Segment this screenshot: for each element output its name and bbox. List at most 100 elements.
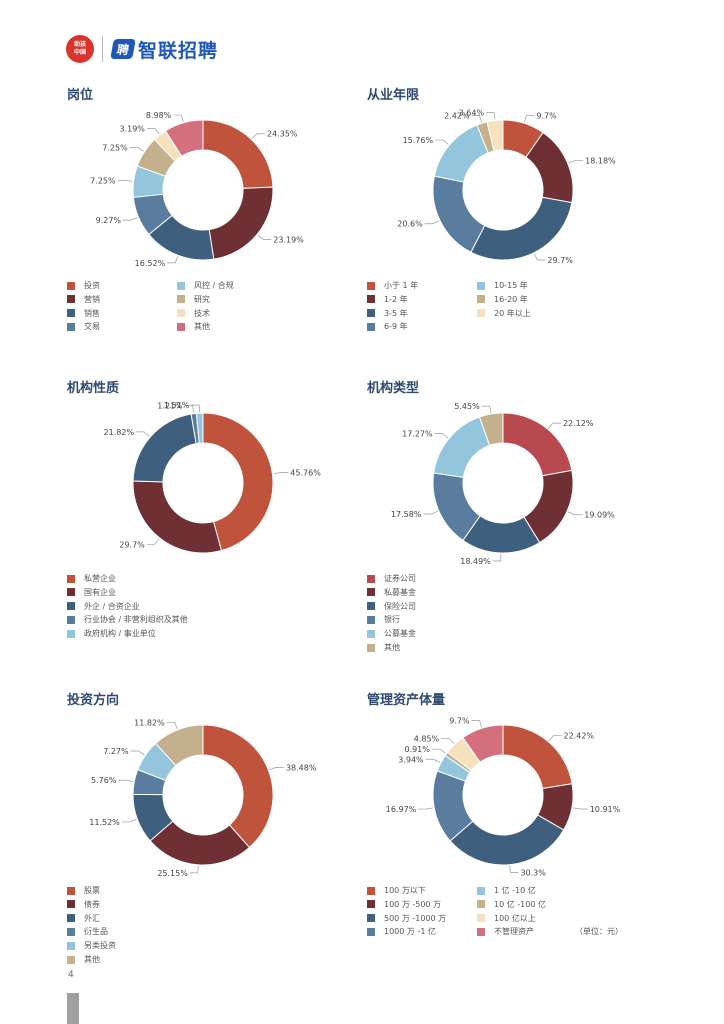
chart-title: 投资方向 bbox=[67, 693, 120, 708]
legend-label: 行业协会 / 非营利组织及其他 bbox=[84, 615, 188, 625]
brand-mark-icon: 聘 bbox=[110, 39, 136, 59]
legend-swatch bbox=[67, 629, 75, 638]
leader-line bbox=[418, 807, 434, 810]
data-label: 17.27% bbox=[402, 430, 433, 439]
donut-slice bbox=[164, 119, 204, 157]
legend-item: 技术 bbox=[177, 308, 210, 319]
legend-swatch bbox=[67, 281, 75, 290]
legend-swatch bbox=[177, 322, 185, 331]
donut-chart: 22.12% 19.09% 18.49% 17.58% 17.27% 5.45% bbox=[391, 402, 615, 566]
legend-label: 不管理资产 bbox=[494, 927, 534, 937]
leader-line bbox=[130, 750, 145, 756]
legend-item: 行业协会 / 非营利组织及其他 bbox=[67, 614, 188, 625]
leader-line bbox=[435, 139, 449, 145]
legend-item: 10-15 年 bbox=[477, 280, 528, 291]
legend-swatch bbox=[177, 295, 185, 304]
leader-line bbox=[118, 779, 134, 782]
legend-label: 其他 bbox=[84, 955, 100, 964]
legend-swatch bbox=[367, 281, 375, 290]
data-label: 0.91% bbox=[404, 745, 430, 754]
leader-line bbox=[269, 767, 284, 771]
legend-item: 银行 bbox=[367, 614, 400, 625]
leader-line bbox=[568, 159, 584, 164]
legend-item: 债券 bbox=[67, 899, 100, 910]
data-label: 7.25% bbox=[102, 143, 128, 152]
leader-line bbox=[441, 738, 455, 744]
legend-label: 10 亿 -100 亿 bbox=[494, 899, 546, 909]
leader-line bbox=[136, 431, 150, 437]
legend-swatch bbox=[367, 309, 375, 318]
data-label: 3.64% bbox=[459, 109, 485, 118]
chart-panel-aum-size: 管理资产体量 22.42% 10.91% 30.3% 16.97% 3.94% 0.91%… bbox=[367, 689, 657, 979]
legend-item: 政府机构 / 事业单位 bbox=[67, 628, 156, 639]
chart-title: 机构类型 bbox=[367, 381, 420, 396]
legend-item: 1 亿 -10 亿 bbox=[477, 885, 536, 896]
legend-swatch bbox=[67, 322, 75, 331]
legend-label: 100 万以下 bbox=[384, 886, 426, 895]
legend-swatch bbox=[67, 295, 75, 304]
legend-swatch bbox=[367, 927, 375, 936]
donut-chart: 45.76% 29.7% 21.82% 1.21%1.51% bbox=[104, 401, 321, 554]
donut-chart: 9.7% 18.18% 29.7% 20.6% 15.76% 2.42%3.64% bbox=[397, 109, 616, 265]
chart-panel-investment-direction: 投资方向 38.48% 25.15% 11.52% 5.76% 7.27% 11.82% 股… bbox=[67, 689, 357, 979]
legend-label: 研究 bbox=[194, 294, 210, 304]
leader-line bbox=[486, 112, 496, 120]
legend-swatch bbox=[367, 615, 375, 624]
leader-line bbox=[509, 865, 519, 873]
leader-line bbox=[117, 180, 133, 182]
legend-label: 10-15 年 bbox=[494, 281, 528, 290]
legend-item: 不管理资产 bbox=[477, 926, 534, 937]
leader-line bbox=[471, 115, 483, 123]
legend-swatch bbox=[67, 615, 75, 624]
data-label: 17.58% bbox=[391, 510, 422, 519]
legend-item: 小于 1 年 bbox=[367, 280, 418, 291]
leader-line bbox=[548, 422, 561, 429]
legend-item: 销售 bbox=[67, 308, 100, 319]
data-label: 15.76% bbox=[403, 136, 434, 145]
donut-slice bbox=[502, 412, 573, 477]
legend-swatch bbox=[477, 886, 485, 895]
donut-slice bbox=[478, 412, 504, 446]
data-label: 4.85% bbox=[414, 735, 440, 744]
data-label: 3.19% bbox=[119, 125, 145, 134]
data-label: 23.19% bbox=[273, 236, 304, 245]
data-label: 45.76% bbox=[290, 469, 321, 478]
legend-item: 6-9 年 bbox=[367, 321, 408, 332]
leader-line bbox=[251, 133, 266, 140]
data-label: 20.6% bbox=[397, 220, 423, 229]
legend-label: 国有企业 bbox=[84, 587, 116, 597]
brand-logo: 聘 智联招聘 bbox=[110, 36, 218, 63]
legend-swatch bbox=[477, 281, 485, 290]
donut-slice bbox=[208, 186, 274, 260]
legend-label: 6-9 年 bbox=[384, 322, 408, 332]
legend-label: 小于 1 年 bbox=[384, 281, 419, 290]
data-label: 25.15% bbox=[157, 869, 188, 878]
legend-item: 100 万 -500 万 bbox=[367, 899, 441, 910]
legend-item: 外企 / 合资企业 bbox=[67, 601, 140, 612]
leader-line bbox=[481, 405, 492, 414]
legend-label: 1000 万 -1 亿 bbox=[384, 927, 436, 937]
legend-swatch bbox=[67, 574, 75, 583]
legend-label: 3-5 年 bbox=[384, 308, 408, 318]
leader-line bbox=[423, 510, 438, 515]
unit-note: （单位：元） bbox=[575, 927, 623, 937]
data-label: 9.7% bbox=[449, 717, 470, 726]
data-label: 9.7% bbox=[536, 112, 557, 121]
legend-label: 100 亿以上 bbox=[494, 913, 536, 923]
legend-swatch bbox=[67, 309, 75, 318]
donut-slice bbox=[202, 119, 274, 189]
leader-line bbox=[167, 256, 179, 264]
legend-item: 另类投资 bbox=[67, 940, 116, 951]
chart-panel-experience: 从业年限 9.7% 18.18% 29.7% 20.6% 15.76% 2.42% 3.64… bbox=[367, 84, 657, 374]
legend-label: 20 年以上 bbox=[494, 308, 531, 318]
data-label: 30.3% bbox=[520, 869, 546, 878]
leader-line bbox=[471, 720, 483, 728]
page-edge-bar bbox=[67, 993, 79, 1024]
chart-panel-position: 岗位 24.35% 23.19% 16.52% 9.27% 7.25% 7.25% 3.19… bbox=[67, 84, 357, 374]
leader-line bbox=[129, 147, 144, 152]
legend-label: 外企 / 合资企业 bbox=[84, 601, 140, 611]
legend-item: 1000 万 -1 亿 bbox=[367, 926, 436, 937]
leader-line bbox=[572, 807, 588, 810]
legend-label: 证券公司 bbox=[384, 574, 416, 583]
seal-text: 助孩中国 bbox=[73, 41, 86, 56]
